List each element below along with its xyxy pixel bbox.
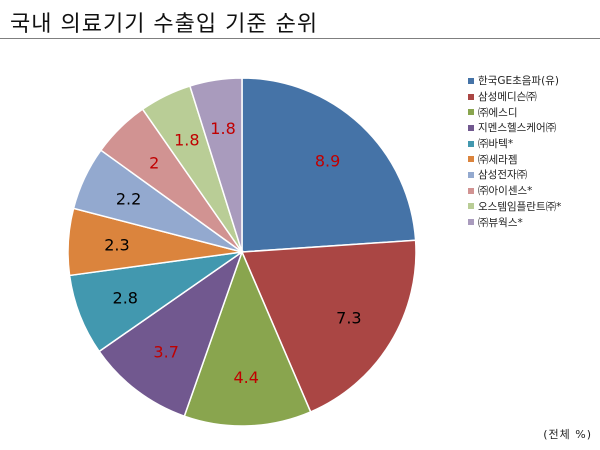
legend-swatch — [468, 140, 474, 147]
legend-item-6: ㈜세라젬 — [468, 151, 561, 167]
slice-value-label-6: 2.3 — [104, 236, 129, 255]
legend-swatch — [468, 203, 474, 210]
legend-swatch — [468, 77, 474, 84]
pie-slice-3 — [183, 249, 312, 427]
legend-item-5: ㈜바텍* — [468, 136, 561, 152]
slice-value-label-2: 7.3 — [336, 308, 361, 327]
slice-value-label-3: 4.4 — [234, 368, 259, 387]
legend-item-3: ㈜에스디 — [468, 104, 561, 120]
legend-label: 지멘스헬스케어㈜ — [478, 122, 557, 135]
legend-item-1: 한국GE초음파(유) — [468, 73, 561, 89]
legend-label: 삼성메디슨㈜ — [478, 91, 537, 104]
slice-value-label-5: 2.8 — [113, 288, 138, 307]
legend-label: 오스템임플란트㈜* — [478, 200, 562, 213]
legend-item-7: 삼성전자㈜ — [468, 167, 561, 183]
legend-swatch — [468, 171, 474, 178]
page-title: 국내 의료기기 수출입 기준 순위 — [10, 12, 319, 37]
title-divider — [0, 38, 600, 39]
legend-item-10: ㈜뷰웍스* — [468, 214, 561, 230]
pie-slice-2 — [240, 239, 417, 413]
legend-label: 삼성전자㈜ — [478, 169, 528, 182]
legend-label: ㈜세라젬 — [478, 153, 518, 166]
legend-label: ㈜에스디 — [478, 106, 518, 119]
legend-swatch — [468, 187, 474, 194]
pie-slice-10 — [188, 77, 243, 253]
legend-item-9: 오스템임플란트㈜* — [468, 199, 561, 215]
legend-swatch — [468, 93, 474, 100]
legend-label: 한국GE초음파(유) — [478, 75, 559, 88]
legend-label: ㈜뷰웍스* — [478, 216, 523, 229]
slice-value-label-8: 2 — [149, 154, 159, 173]
pie-slice-1 — [241, 77, 417, 253]
legend-label: ㈜아이센스* — [478, 185, 533, 198]
legend-swatch — [468, 109, 474, 116]
slice-value-label-7: 2.2 — [116, 190, 141, 209]
unit-note: (전체 %) — [543, 428, 592, 441]
pie-slice-4 — [98, 250, 244, 418]
slice-value-label-9: 1.8 — [174, 131, 199, 150]
legend-label: ㈜바텍* — [478, 138, 514, 151]
legend-swatch — [468, 156, 474, 163]
legend-item-2: 삼성메디슨㈜ — [468, 89, 561, 105]
slice-value-label-1: 8.9 — [315, 151, 340, 170]
legend-swatch — [468, 219, 474, 226]
legend-swatch — [468, 124, 474, 131]
slice-value-label-10: 1.8 — [210, 119, 235, 138]
legend-item-4: 지멘스헬스케어㈜ — [468, 120, 561, 136]
legend-item-8: ㈜아이센스* — [468, 183, 561, 199]
slice-value-label-4: 3.7 — [153, 343, 178, 362]
